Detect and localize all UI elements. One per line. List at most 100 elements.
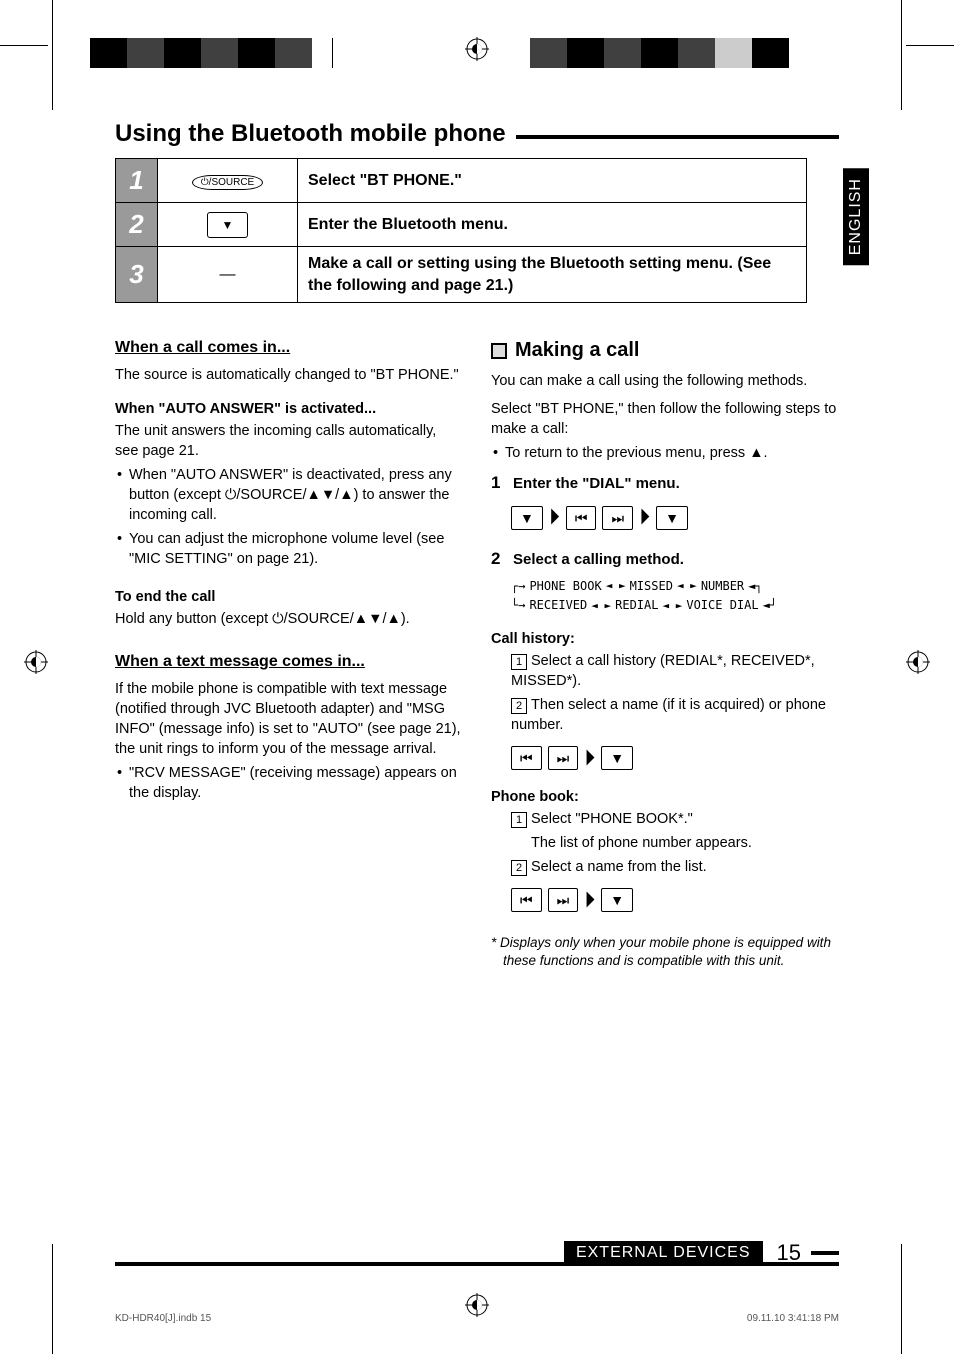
registration-mark [906,650,930,674]
next-button-icon: ⏭ [548,746,579,770]
table-row: 1 ⏻/SOURCE Select "BT PHONE." [116,159,807,203]
source-button-icon: ⏻/SOURCE [192,175,263,190]
heading-call-comes-in: When a call comes in... [115,337,463,359]
heading-end-call: To end the call [115,587,463,607]
button-sequence: ▼ ⏵ ⏮ ⏭ ⏵ ▼ [511,502,839,532]
button-sequence: ⏮ ⏭ ⏵ ▼ [511,885,839,915]
down-button-icon: ▼ [656,506,688,530]
step-icon-cell: ⏻/SOURCE [158,159,298,203]
bullet-item: "RCV MESSAGE" (receiving message) appear… [115,763,463,803]
substep-text: Select "PHONE BOOK*." [531,811,693,827]
step-number: 1 [116,159,158,203]
crop-mark [52,1244,53,1354]
step-text: Select a calling method. [513,551,684,568]
crop-mark [901,1244,902,1354]
numbox-icon: 1 [511,654,527,670]
footnote: * Displays only when your mobile phone i… [491,934,839,971]
bullet-item: You can adjust the microphone volume lev… [115,529,463,569]
footer-stub [811,1251,839,1255]
step-row: 2 Select a calling method. [491,547,839,571]
print-file: KD-HDR40[J].indb 15 [115,1313,211,1324]
arrow-icon: ⏵ [639,502,650,532]
substep: 2Then select a name (if it is acquired) … [491,695,839,735]
columns: When a call comes in... The source is au… [115,337,839,971]
down-button-icon: ▼ [511,506,543,530]
numbox-icon: 2 [511,860,527,876]
page-content: Using the Bluetooth mobile phone 1 ⏻/SOU… [115,120,839,971]
calling-method-diagram: ┌→PHONE BOOK ◄ ►MISSED ◄ ►NUMBER ◄┐ └→RE… [511,577,839,615]
step-number: 2 [491,547,509,570]
method-label: RECEIVED [529,596,587,615]
down-button-icon [207,212,249,238]
color-bar-right [530,38,789,68]
paragraph: If the mobile phone is compatible with t… [115,679,463,759]
paragraph: The source is automatically changed to "… [115,365,463,385]
step-number: 2 [116,203,158,247]
print-footer: KD-HDR40[J].indb 15 09.11.10 3:41:18 PM [115,1313,839,1324]
step-number: 1 [491,471,509,494]
numbox-icon: 2 [511,698,527,714]
next-button-icon: ⏭ [602,506,633,530]
right-column: Making a call You can make a call using … [491,337,839,971]
prev-button-icon: ⏮ [511,746,542,770]
crop-mark [901,0,902,110]
numbox-icon: 1 [511,812,527,828]
table-row: 2 Enter the Bluetooth menu. [116,203,807,247]
next-button-icon: ⏭ [548,888,579,912]
step-text: Select "BT PHONE." [298,159,807,203]
step-number: 3 [116,247,158,303]
step-text: Enter the Bluetooth menu. [298,203,807,247]
step-icon-cell: — [158,247,298,303]
print-date: 09.11.10 3:41:18 PM [747,1313,839,1324]
footer-section-label: EXTERNAL DEVICES [564,1241,763,1265]
method-label: NUMBER [701,577,744,596]
paragraph: You can make a call using the following … [491,371,839,391]
paragraph: Select "BT PHONE," then follow the follo… [491,399,839,439]
paragraph: The unit answers the incoming calls auto… [115,421,463,461]
heading-text: Making a call [515,337,640,365]
arrow-icon: ⏵ [584,743,595,773]
registration-mark [465,37,489,61]
step-text: Make a call or setting using the Bluetoo… [298,247,807,303]
substep: 2Select a name from the list. [491,857,839,877]
section-box-icon [491,343,507,359]
crop-mark [0,45,48,46]
footer-bar: EXTERNAL DEVICES 15 [115,1262,839,1266]
prev-button-icon: ⏮ [566,506,597,530]
heading-phone-book: Phone book: [491,787,839,807]
heading-call-history: Call history: [491,629,839,649]
section-title-text: Using the Bluetooth mobile phone [115,120,506,148]
step-icon-cell [158,203,298,247]
method-label: VOICE DIAL [686,596,758,615]
title-rule [516,135,839,139]
method-label: PHONE BOOK [529,577,601,596]
arrow-icon: ⏵ [549,502,560,532]
left-column: When a call comes in... The source is au… [115,337,463,971]
substep-text: Then select a name (if it is acquired) o… [511,697,826,733]
crop-mark [906,45,954,46]
down-button-icon: ▼ [601,888,633,912]
substep: 1Select "PHONE BOOK*." [491,809,839,829]
step-text: Enter the "DIAL" menu. [513,475,680,492]
method-label: MISSED [630,577,673,596]
bullet-item: When "AUTO ANSWER" is deactivated, press… [115,465,463,525]
heading-text-message: When a text message comes in... [115,651,463,673]
bullet-item: To return to the previous menu, press ▲. [491,443,839,463]
paragraph: Hold any button (except ⏻/SOURCE/▲▼/▲). [115,609,463,629]
page-number: 15 [777,1240,801,1266]
substep-text: Select a name from the list. [531,859,707,875]
registration-mark [24,650,48,674]
footer-label: EXTERNAL DEVICES 15 [564,1240,839,1266]
substep: 1Select a call history (REDIAL*, RECEIVE… [491,651,839,691]
button-sequence: ⏮ ⏭ ⏵ ▼ [511,743,839,773]
method-label: REDIAL [615,596,658,615]
color-bar-left [90,38,333,68]
down-button-icon: ▼ [601,746,633,770]
substep-text: The list of phone number appears. [491,833,839,853]
language-tab: ENGLISH [843,168,869,265]
section-title: Using the Bluetooth mobile phone [115,120,839,148]
substep-text: Select a call history (REDIAL*, RECEIVED… [511,653,815,689]
prev-button-icon: ⏮ [511,888,542,912]
heading-making-a-call: Making a call [491,337,839,365]
arrow-icon: ⏵ [584,885,595,915]
